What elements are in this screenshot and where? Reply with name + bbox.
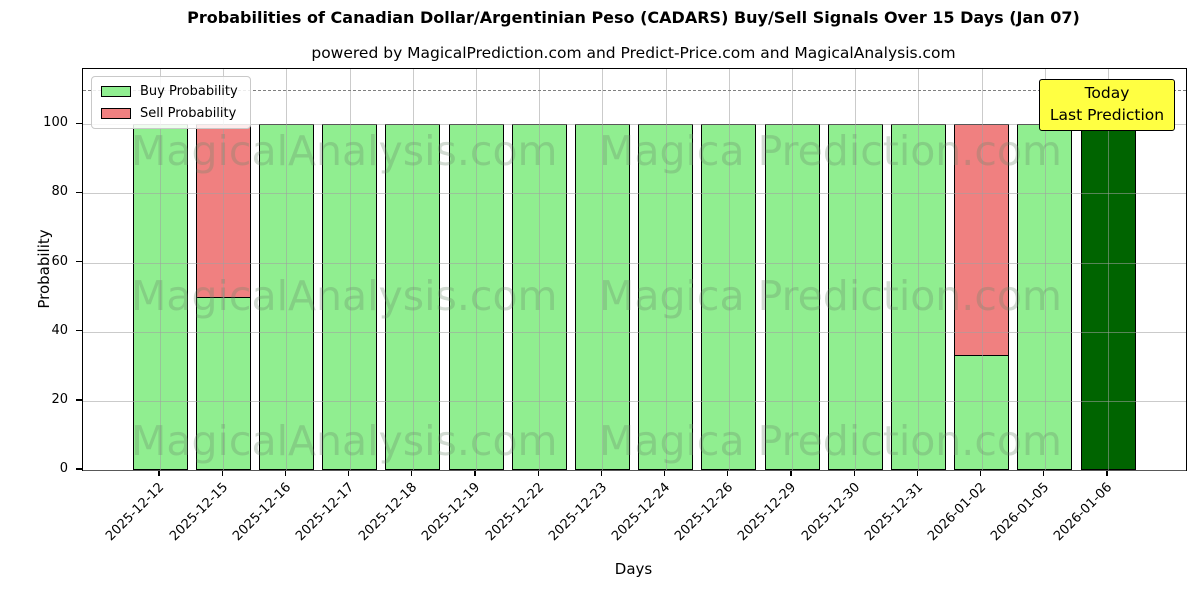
plot-area: MagicalAnalysis.com Magica Prediction.com… bbox=[82, 68, 1187, 471]
x-tick-label: 2025-12-16 bbox=[229, 479, 295, 544]
bar-2025-12-12 bbox=[132, 124, 188, 470]
x-tick-mark bbox=[663, 469, 666, 476]
x-tick-label: 2025-12-19 bbox=[419, 479, 484, 544]
x-tick-mark bbox=[790, 469, 792, 476]
threshold-dashed-line bbox=[83, 89, 1186, 91]
y-tick-label: 80 bbox=[51, 184, 68, 200]
bar-2025-12-19 bbox=[448, 124, 504, 470]
x-axis-label: Days bbox=[614, 560, 653, 578]
y-tick-mark bbox=[76, 122, 82, 124]
x-tick-label: 2025-12-12 bbox=[103, 479, 168, 544]
x-tick-label: 2025-12-23 bbox=[545, 479, 611, 544]
legend: Buy Probability Sell Probability bbox=[91, 76, 251, 129]
buy-probability-swatch bbox=[101, 86, 131, 97]
y-tick-mark bbox=[76, 191, 82, 194]
bars-layer bbox=[83, 69, 1186, 470]
x-tick-label: 2026-01-06 bbox=[1051, 479, 1116, 544]
x-tick-mark bbox=[916, 469, 919, 476]
y-tick-label: 0 bbox=[59, 461, 68, 476]
bar-2026-01-06 bbox=[1080, 124, 1136, 470]
today-annotation-line2: Last Prediction bbox=[1049, 105, 1165, 124]
x-tick-label: 2025-12-29 bbox=[735, 479, 800, 544]
x-tick-mark bbox=[284, 469, 287, 476]
x-tick-label: 2026-01-05 bbox=[988, 479, 1053, 544]
buy-segment-2026-01-02 bbox=[955, 355, 1009, 469]
sell-probability-swatch bbox=[101, 108, 131, 119]
buy-segment-2025-12-17 bbox=[323, 125, 377, 469]
buy-segment-2025-12-26 bbox=[702, 125, 756, 469]
x-tick-label: 2025-12-30 bbox=[798, 479, 863, 544]
buy-segment-2025-12-16 bbox=[259, 125, 313, 469]
x-tick-mark bbox=[411, 469, 413, 476]
bar-2025-12-15 bbox=[195, 124, 251, 470]
sell-segment-2025-12-15 bbox=[196, 125, 250, 298]
x-tick-label: 2025-12-24 bbox=[609, 479, 674, 544]
legend-item-sell: Sell Probability bbox=[101, 106, 238, 121]
y-tick-mark bbox=[76, 468, 82, 470]
today-annotation-line1: Today bbox=[1084, 84, 1130, 102]
buy-segment-2025-12-30 bbox=[828, 125, 882, 469]
x-tick-mark bbox=[474, 469, 476, 476]
buy-segment-2025-12-18 bbox=[386, 125, 440, 469]
bar-2025-12-29 bbox=[764, 124, 820, 470]
buy-segment-2025-12-15 bbox=[196, 297, 250, 469]
buy-segment-2025-12-23 bbox=[575, 125, 629, 469]
x-tick-mark bbox=[537, 469, 539, 476]
x-tick-mark bbox=[1106, 469, 1108, 476]
bar-2025-12-23 bbox=[574, 124, 630, 470]
x-tick-mark bbox=[221, 469, 223, 476]
buy-segment-2025-12-22 bbox=[512, 125, 566, 469]
legend-item-buy: Buy Probability bbox=[101, 84, 238, 99]
x-tick-mark bbox=[600, 469, 603, 476]
buy-segment-2025-12-24 bbox=[639, 125, 693, 469]
sell-segment-2026-01-02 bbox=[955, 125, 1009, 356]
bar-2025-12-22 bbox=[511, 124, 567, 470]
buy-segment-2025-12-31 bbox=[891, 125, 945, 469]
bar-2025-12-17 bbox=[322, 124, 378, 470]
x-tick-label: 2025-12-22 bbox=[482, 479, 547, 544]
x-tick-mark bbox=[853, 469, 855, 476]
bar-2025-12-30 bbox=[827, 124, 883, 470]
buy-segment-2026-01-06 bbox=[1081, 125, 1135, 469]
bar-2025-12-26 bbox=[701, 124, 757, 470]
y-axis: 0 20 40 60 80 100 bbox=[0, 68, 82, 476]
bar-2025-12-18 bbox=[385, 124, 441, 470]
buy-segment-2025-12-12 bbox=[133, 125, 187, 469]
x-tick-label: 2026-01-02 bbox=[925, 479, 990, 544]
x-axis: 2025-12-12 2025-12-15 2025-12-16 2025-12-17… bbox=[82, 469, 1185, 590]
y-tick-label: 100 bbox=[43, 115, 68, 131]
x-tick-mark bbox=[347, 469, 350, 476]
x-tick-mark bbox=[1043, 469, 1045, 476]
y-tick-mark bbox=[76, 260, 82, 263]
x-tick-mark bbox=[979, 469, 982, 476]
buy-segment-2026-01-05 bbox=[1018, 125, 1072, 469]
buy-segment-2025-12-19 bbox=[449, 125, 503, 469]
x-tick-mark bbox=[727, 469, 729, 476]
y-tick-label: 20 bbox=[51, 391, 68, 407]
x-tick-label: 2025-12-18 bbox=[356, 479, 421, 544]
x-tick-label: 2025-12-26 bbox=[672, 479, 737, 544]
bar-2025-12-31 bbox=[890, 124, 946, 470]
x-tick-label: 2025-12-31 bbox=[861, 479, 927, 544]
x-tick-label: 2025-12-15 bbox=[166, 479, 231, 544]
x-tick-mark bbox=[158, 469, 160, 476]
y-tick-mark bbox=[76, 330, 82, 332]
bar-2025-12-24 bbox=[638, 124, 694, 470]
chart-subtitle: powered by MagicalPrediction.com and Pre… bbox=[311, 44, 956, 62]
legend-label-buy: Buy Probability bbox=[140, 84, 238, 99]
today-annotation-box: Today Last Prediction bbox=[1039, 79, 1175, 132]
x-tick-label: 2025-12-17 bbox=[293, 479, 358, 544]
y-tick-label: 60 bbox=[51, 253, 68, 269]
y-tick-mark bbox=[76, 399, 82, 401]
chart-title: Probabilities of Canadian Dollar/Argenti… bbox=[187, 8, 1080, 27]
bar-2026-01-02 bbox=[954, 124, 1010, 470]
legend-label-sell: Sell Probability bbox=[140, 106, 237, 121]
bar-2026-01-05 bbox=[1017, 124, 1073, 470]
y-tick-label: 40 bbox=[51, 322, 68, 338]
bar-2025-12-16 bbox=[258, 124, 314, 470]
buy-segment-2025-12-29 bbox=[765, 125, 819, 469]
